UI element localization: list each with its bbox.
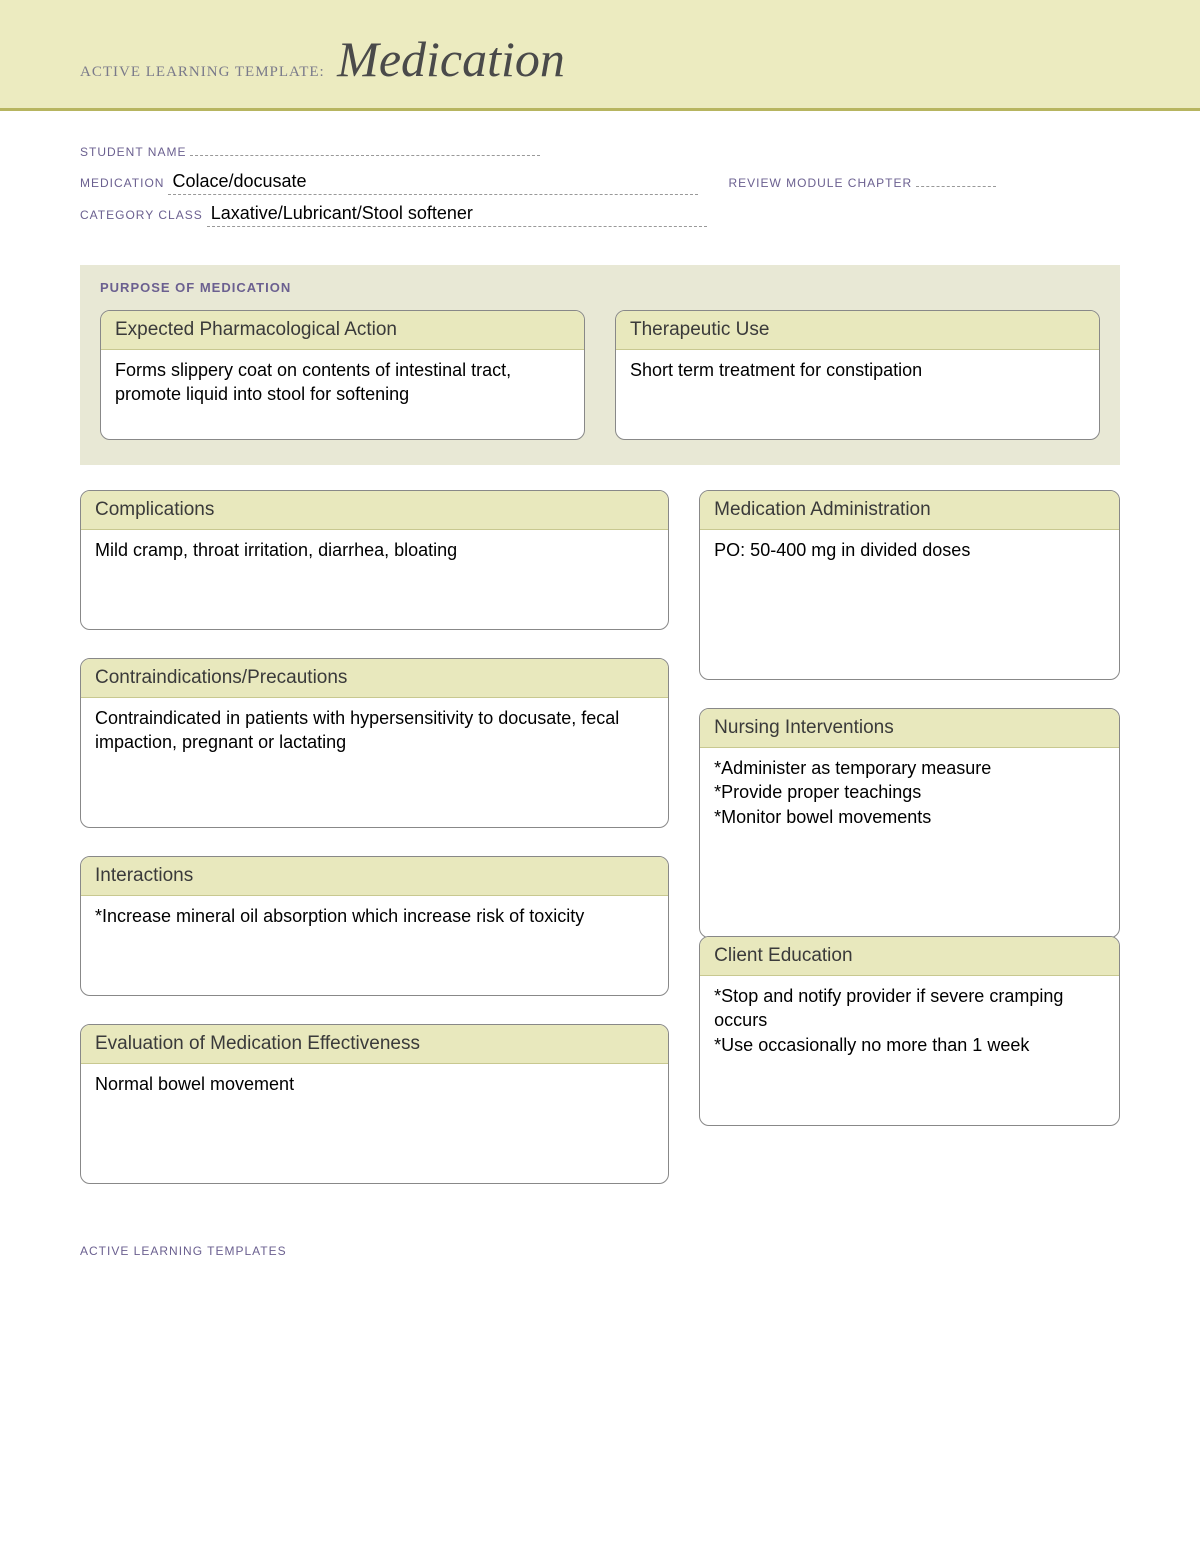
- education-box: Client Education *Stop and notify provid…: [699, 936, 1120, 1126]
- interactions-box: Interactions *Increase mineral oil absor…: [80, 856, 669, 996]
- complications-box: Complications Mild cramp, throat irritat…: [80, 490, 669, 630]
- education-label: Client Education: [700, 937, 1119, 976]
- medication-field[interactable]: Colace/docusate: [168, 171, 698, 195]
- student-name-row: STUDENT NAME: [80, 136, 1120, 159]
- category-row: CATEGORY CLASS Laxative/Lubricant/Stool …: [80, 203, 1120, 227]
- category-field[interactable]: Laxative/Lubricant/Stool softener: [207, 203, 707, 227]
- evaluation-text: Normal bowel movement: [81, 1064, 668, 1110]
- category-label: CATEGORY CLASS: [80, 208, 203, 222]
- review-field[interactable]: [916, 167, 996, 187]
- contraindications-label: Contraindications/Precautions: [81, 659, 668, 698]
- administration-label: Medication Administration: [700, 491, 1119, 530]
- purpose-title: PURPOSE OF MEDICATION: [100, 280, 1100, 295]
- contraindications-box: Contraindications/Precautions Contraindi…: [80, 658, 669, 828]
- administration-box: Medication Administration PO: 50-400 mg …: [699, 490, 1120, 680]
- complications-text: Mild cramp, throat irritation, diarrhea,…: [81, 530, 668, 576]
- therapeutic-label: Therapeutic Use: [616, 311, 1099, 350]
- student-name-label: STUDENT NAME: [80, 145, 186, 159]
- interactions-label: Interactions: [81, 857, 668, 896]
- review-label: REVIEW MODULE CHAPTER: [728, 176, 912, 190]
- pharm-action-text: Forms slippery coat on contents of intes…: [101, 350, 584, 421]
- interactions-text: *Increase mineral oil absorption which i…: [81, 896, 668, 942]
- student-name-field[interactable]: [190, 136, 540, 156]
- administration-text: PO: 50-400 mg in divided doses: [700, 530, 1119, 576]
- header-band: ACTIVE LEARNING TEMPLATE: Medication: [0, 0, 1200, 111]
- nursing-text: *Administer as temporary measure *Provid…: [700, 748, 1119, 843]
- therapeutic-box: Therapeutic Use Short term treatment for…: [615, 310, 1100, 440]
- main-grid: Complications Mild cramp, throat irritat…: [0, 465, 1200, 1204]
- evaluation-box: Evaluation of Medication Effectiveness N…: [80, 1024, 669, 1184]
- pharm-action-box: Expected Pharmacological Action Forms sl…: [100, 310, 585, 440]
- contraindications-text: Contraindicated in patients with hyperse…: [81, 698, 668, 769]
- complications-label: Complications: [81, 491, 668, 530]
- footer-text: ACTIVE LEARNING TEMPLATES: [0, 1204, 1200, 1288]
- medication-row: MEDICATION Colace/docusate REVIEW MODULE…: [80, 167, 1120, 195]
- header-prefix: ACTIVE LEARNING TEMPLATE:: [80, 64, 325, 81]
- evaluation-label: Evaluation of Medication Effectiveness: [81, 1025, 668, 1064]
- medication-label: MEDICATION: [80, 176, 164, 190]
- form-area: STUDENT NAME MEDICATION Colace/docusate …: [0, 111, 1200, 245]
- nursing-label: Nursing Interventions: [700, 709, 1119, 748]
- education-text: *Stop and notify provider if severe cram…: [700, 976, 1119, 1071]
- nursing-box: Nursing Interventions *Administer as tem…: [699, 708, 1120, 938]
- header-title: Medication: [337, 30, 565, 88]
- purpose-section: PURPOSE OF MEDICATION Expected Pharmacol…: [80, 265, 1120, 465]
- therapeutic-text: Short term treatment for constipation: [616, 350, 1099, 396]
- pharm-action-label: Expected Pharmacological Action: [101, 311, 584, 350]
